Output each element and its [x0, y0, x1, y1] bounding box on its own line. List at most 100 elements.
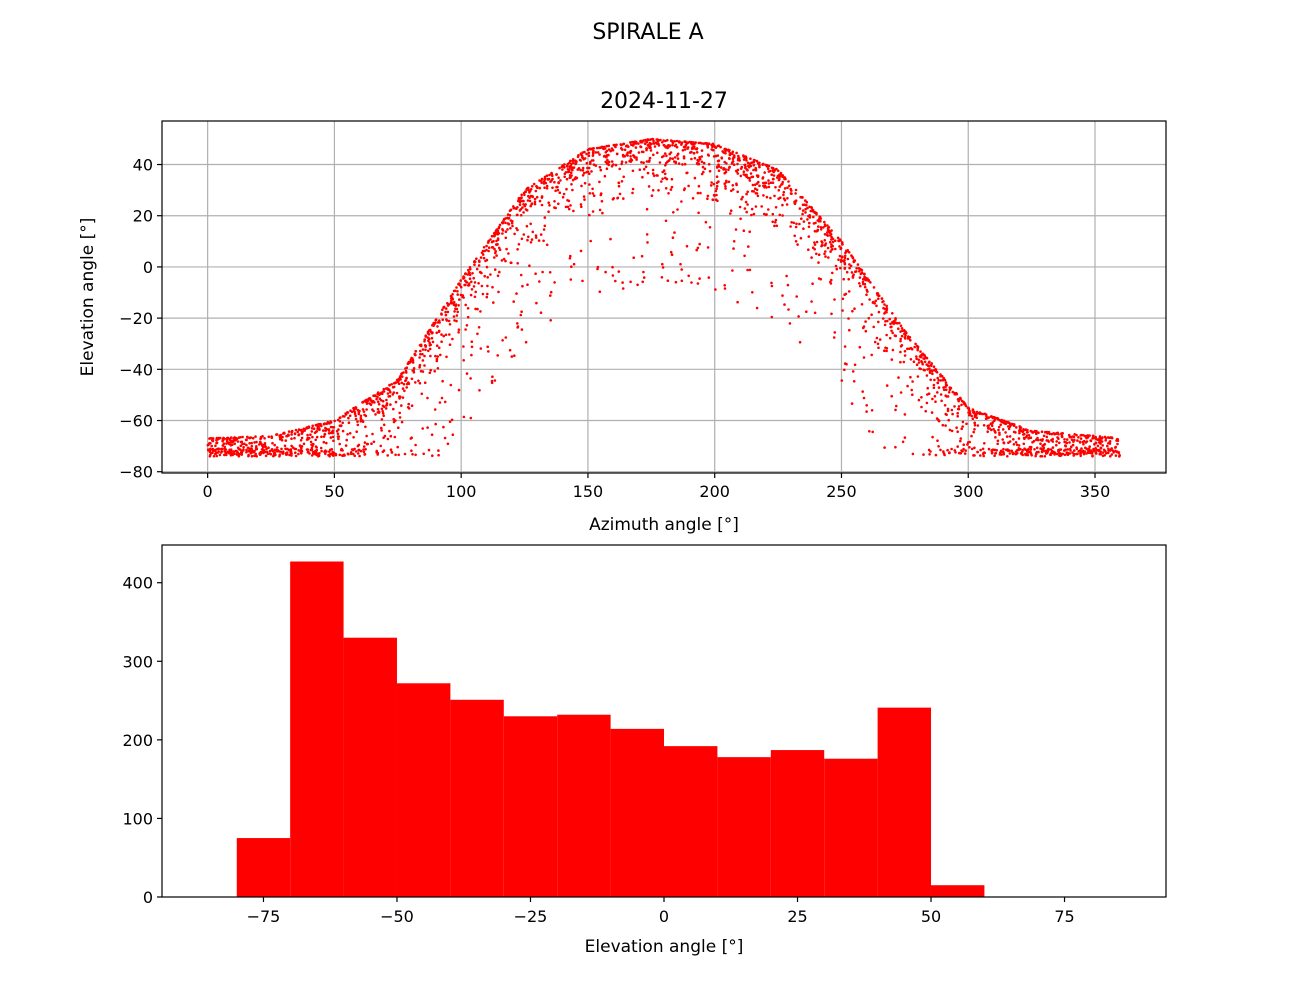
scatter-point: [346, 452, 350, 456]
scatter-point: [381, 399, 385, 403]
scatter-point: [354, 450, 358, 453]
scatter-point: [479, 271, 482, 274]
scatter-point: [1018, 429, 1021, 433]
scatter-point: [469, 293, 473, 297]
scatter-point: [862, 356, 866, 359]
scatter-point: [411, 357, 414, 360]
scatter-point: [894, 408, 897, 412]
scatter-point: [1101, 444, 1104, 447]
scatter-point: [875, 304, 878, 308]
scatter-point: [614, 163, 618, 167]
scatter-point: [813, 241, 816, 244]
scatter-point: [557, 202, 560, 206]
scatter-point: [475, 257, 478, 261]
scatter-point: [795, 295, 798, 298]
scatter-point: [225, 439, 229, 443]
scatter-point: [522, 203, 525, 206]
scatter-point: [686, 147, 689, 150]
scatter-point: [755, 306, 759, 310]
scatter-point: [1002, 441, 1005, 444]
scatter-x-tick-label: 250: [826, 482, 857, 501]
scatter-point: [1082, 434, 1085, 437]
scatter-point: [1094, 441, 1098, 445]
scatter-point: [574, 159, 577, 162]
scatter-point: [207, 443, 210, 447]
scatter-point: [465, 372, 469, 375]
scatter-point: [358, 454, 361, 458]
scatter-point: [551, 186, 554, 189]
scatter-point: [330, 452, 333, 456]
scatter-point: [651, 137, 655, 141]
scatter-point: [424, 345, 428, 348]
scatter-point: [819, 228, 823, 231]
scatter-point: [579, 168, 582, 172]
scatter-point: [500, 221, 504, 224]
scatter-point: [826, 228, 830, 232]
scatter-point: [519, 214, 523, 217]
scatter-point: [395, 378, 399, 382]
scatter-point: [746, 176, 750, 180]
scatter-point: [504, 259, 507, 263]
scatter-point: [428, 347, 432, 351]
scatter-point: [446, 442, 450, 446]
scatter-point: [585, 152, 588, 156]
scatter-point: [306, 448, 310, 451]
scatter-point: [916, 346, 919, 350]
scatter-point: [516, 322, 519, 325]
scatter-point: [840, 379, 844, 382]
scatter-point: [411, 453, 414, 456]
scatter-point: [751, 189, 754, 193]
scatter-point: [436, 325, 439, 328]
scatter-point: [965, 422, 968, 426]
scatter-point: [976, 450, 979, 454]
scatter-point: [813, 243, 817, 246]
scatter-point: [520, 328, 524, 331]
scatter-point: [681, 149, 685, 152]
scatter-point: [748, 162, 752, 165]
scatter-point: [1002, 419, 1006, 423]
scatter-point: [281, 450, 285, 454]
scatter-point: [779, 196, 782, 199]
scatter-point: [672, 211, 675, 214]
scatter-point: [438, 401, 442, 404]
scatter-point: [359, 416, 363, 420]
scatter-point: [492, 301, 495, 304]
scatter-point: [1058, 441, 1061, 445]
scatter-point: [971, 409, 975, 412]
scatter-point: [895, 404, 898, 408]
scatter-point: [377, 402, 381, 406]
scatter-point: [421, 352, 424, 356]
scatter-point: [651, 172, 655, 175]
scatter-point: [231, 453, 234, 457]
scatter-point: [839, 247, 842, 251]
scatter-point: [799, 236, 803, 240]
scatter-point: [462, 345, 465, 348]
scatter-point: [430, 336, 434, 340]
scatter-point: [598, 290, 602, 294]
scatter-point: [1055, 432, 1058, 435]
scatter-point: [1042, 449, 1045, 452]
scatter-point: [1103, 435, 1107, 439]
scatter-point: [1042, 434, 1046, 438]
scatter-point: [944, 424, 947, 427]
scatter-point: [468, 271, 472, 275]
scatter-point: [1048, 432, 1052, 436]
scatter-point: [774, 218, 778, 222]
scatter-point: [713, 194, 716, 197]
scatter-point: [344, 444, 348, 447]
scatter-point: [322, 429, 325, 432]
scatter-point: [555, 173, 558, 176]
scatter-point: [1031, 431, 1034, 434]
scatter-point: [435, 331, 439, 335]
scatter-point: [214, 449, 217, 453]
scatter-point: [650, 194, 654, 197]
scatter-point: [386, 392, 390, 395]
scatter-point: [751, 183, 755, 187]
scatter-point: [290, 437, 293, 441]
scatter-point: [748, 164, 752, 168]
scatter-point: [439, 353, 442, 357]
scatter-point: [664, 187, 668, 190]
scatter-point: [561, 168, 564, 171]
scatter-point: [229, 436, 233, 439]
scatter-point: [1075, 446, 1078, 449]
